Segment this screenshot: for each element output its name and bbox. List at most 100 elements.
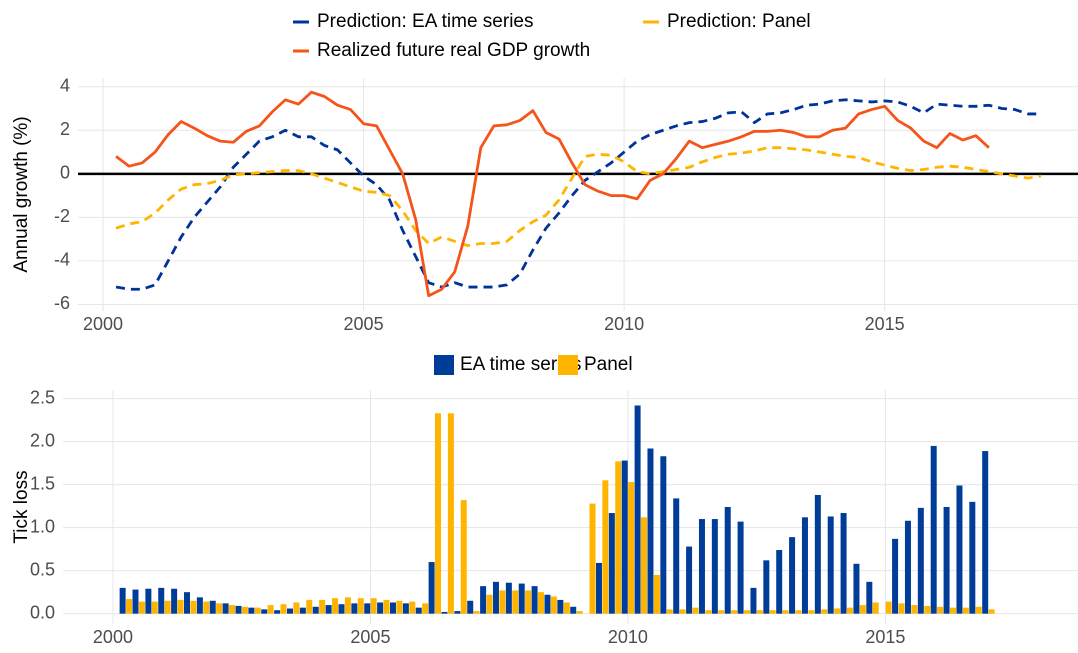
bar [988,609,995,614]
bar [769,610,776,614]
bar [872,602,879,614]
bar [177,599,184,614]
bar [885,601,892,614]
bar [383,599,390,614]
bar [557,599,564,614]
bar [705,610,712,614]
bar [653,574,660,614]
bar [229,605,236,614]
bar [789,537,796,614]
bar [325,605,332,614]
bar [525,590,532,614]
bar [480,586,487,614]
bar [171,588,178,614]
bar [743,610,750,614]
bar [846,607,853,614]
bar [435,413,442,614]
bar [808,610,815,614]
x-tick-label: 2010 [604,314,644,334]
bar [344,597,351,614]
x-tick-label: 2005 [350,627,390,647]
bar [673,498,680,614]
bar [531,586,538,614]
bar [904,520,911,614]
y-tick-label: 0.5 [30,559,55,579]
bar [840,513,847,614]
bar [570,606,577,614]
bar [795,610,802,614]
bar [196,597,203,614]
bar [209,600,216,614]
bar [679,609,686,614]
x-tick-label: 2015 [865,627,905,647]
x-tick-label: 2005 [344,314,384,334]
bar [319,599,326,614]
bar [254,607,261,614]
bar [332,598,339,614]
bar [422,603,429,614]
bar [544,594,551,614]
line [115,90,990,298]
bar [859,605,866,614]
bar [821,609,828,614]
bar [396,600,403,614]
bar [621,460,628,614]
bar [982,451,989,614]
bar [306,599,313,614]
x-tick-label: 2010 [608,627,648,647]
bar [486,594,493,614]
bar [428,562,435,614]
x-tick-label: 2015 [865,314,905,334]
bar [512,590,519,614]
y-tick-label: -2 [54,206,70,226]
bar [299,607,306,614]
bar [537,592,544,614]
bar [248,607,255,614]
bar [505,582,512,614]
bar [917,507,924,614]
bar [801,517,808,614]
bar [956,485,963,614]
legend-label: Realized future real GDP growth [317,40,590,61]
bar [724,507,731,614]
bar [834,608,841,614]
bar [222,603,229,614]
bar [660,456,667,614]
bar [763,560,770,614]
bar [718,610,725,614]
y-tick-label: -4 [54,250,70,270]
bar [126,599,133,614]
bar [595,562,602,614]
bar [756,610,763,614]
bar [267,605,274,614]
bar [473,611,480,614]
bar [119,587,126,614]
bar [351,603,358,614]
y-tick-label: 2.0 [30,430,55,450]
bar [550,596,557,614]
bar [280,604,287,614]
bar [499,590,506,614]
bar [145,588,152,614]
bar [615,461,622,614]
bar [924,605,931,614]
bar [969,501,976,614]
bar [338,604,345,614]
bar [158,587,165,614]
bar [608,513,615,614]
bar [943,507,950,614]
bar [892,538,899,614]
bar [647,448,654,614]
bar [132,589,139,614]
bar [634,405,641,614]
y-tick-label: 0.0 [30,602,55,622]
y-tick-label: 1.0 [30,516,55,536]
bar [962,607,969,614]
bar [731,610,738,614]
legend-label: Panel [584,354,633,375]
bar [164,600,171,614]
bar [447,413,454,614]
bar [151,601,158,614]
